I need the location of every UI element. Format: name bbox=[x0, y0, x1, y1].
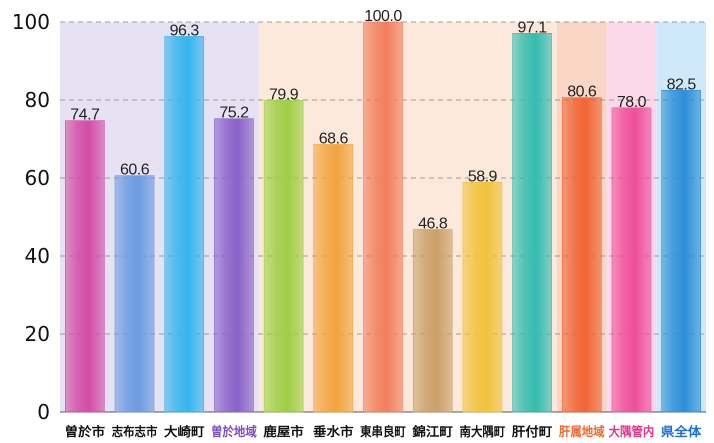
y-tick-label-80: 80 bbox=[25, 88, 50, 112]
bar-8 bbox=[462, 181, 503, 413]
bar-9 bbox=[512, 33, 552, 413]
value-label-0: 74.7 bbox=[70, 107, 100, 124]
bar-0 bbox=[65, 120, 105, 413]
bar-5 bbox=[313, 144, 354, 413]
y-axis: 0 20 40 60 80 100 bbox=[12, 10, 50, 424]
value-label-9: 97.1 bbox=[518, 19, 548, 36]
value-label-11: 78.0 bbox=[617, 94, 647, 111]
bar-10 bbox=[561, 97, 602, 413]
value-label-8: 58.9 bbox=[468, 168, 498, 185]
y-tick-label-0: 0 bbox=[37, 400, 50, 424]
y-tick-label-100: 100 bbox=[12, 10, 50, 34]
value-label-4: 79.9 bbox=[269, 86, 299, 103]
bar-4 bbox=[263, 100, 304, 413]
value-label-3: 75.2 bbox=[219, 105, 249, 122]
bar-11 bbox=[611, 107, 652, 413]
y-tick-label-20: 20 bbox=[25, 322, 50, 346]
category-label-0: 曽於市 bbox=[65, 424, 106, 439]
category-label-1: 志布志市 bbox=[112, 424, 158, 439]
bar-2 bbox=[164, 36, 205, 413]
y-tick-label-40: 40 bbox=[25, 244, 50, 268]
bar-3 bbox=[214, 118, 254, 413]
bar-6 bbox=[363, 21, 403, 413]
category-label-7: 錦江町 bbox=[411, 424, 453, 439]
value-label-6: 100.0 bbox=[364, 8, 402, 25]
y-tick-label-60: 60 bbox=[25, 166, 50, 190]
value-labels: 74.7 60.6 96.3 75.2 79.9 68.6 100.0 46.8 58.9 97.… bbox=[70, 8, 697, 232]
category-label-11: 大隅管内 bbox=[609, 424, 655, 439]
bar-1 bbox=[114, 175, 155, 413]
category-label-10: 肝属地域 bbox=[559, 424, 605, 439]
category-label-9: 肝付町 bbox=[512, 424, 553, 439]
value-label-1: 60.6 bbox=[120, 162, 150, 179]
category-label-6: 東串良町 bbox=[360, 424, 406, 439]
bar-12 bbox=[661, 89, 701, 413]
value-label-10: 80.6 bbox=[567, 84, 597, 101]
background-panel-1 bbox=[258, 22, 557, 412]
bar-7 bbox=[412, 229, 453, 413]
bars bbox=[65, 21, 701, 413]
category-labels: 曽於市 志布志市 大崎町 曽於地域 鹿屋市 垂水市 東串良町 錦江町 南大隅町 肝付町 肝属地域 大隅… bbox=[65, 424, 702, 439]
category-label-8: 南大隅町 bbox=[460, 424, 506, 439]
value-label-2: 96.3 bbox=[170, 22, 200, 39]
value-label-7: 46.8 bbox=[418, 215, 448, 232]
value-label-12: 82.5 bbox=[667, 76, 697, 93]
category-label-2: 大崎町 bbox=[164, 424, 205, 439]
category-label-3: 曽於地域 bbox=[211, 424, 257, 439]
category-label-12: 県全体 bbox=[661, 424, 702, 439]
value-label-5: 68.6 bbox=[319, 130, 349, 147]
category-label-5: 垂水市 bbox=[313, 424, 354, 439]
category-label-4: 鹿屋市 bbox=[263, 424, 304, 439]
